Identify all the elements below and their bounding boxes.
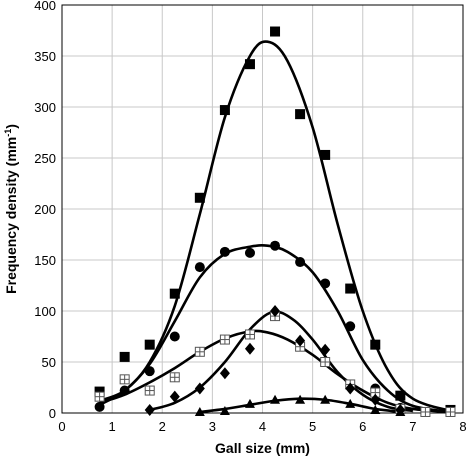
data-point-square-open-cross xyxy=(420,406,431,417)
data-point-square-open-cross xyxy=(94,391,105,402)
data-point-triangle-filled xyxy=(345,398,356,408)
data-point-square-open-cross xyxy=(445,406,456,417)
x-tick-label: 1 xyxy=(109,419,116,434)
data-point-circle-filled xyxy=(270,240,281,251)
data-point-triangle-filled xyxy=(395,406,406,416)
y-tick-label: 100 xyxy=(34,304,56,319)
data-point-circle-filled xyxy=(295,257,306,268)
data-point-diamond-filled xyxy=(244,342,255,355)
data-points xyxy=(94,26,456,417)
fitted-curves xyxy=(98,40,451,414)
data-point-square-filled xyxy=(194,192,205,203)
data-point-square-filled xyxy=(94,386,105,397)
y-axis-label-close: ) xyxy=(3,124,19,129)
data-point-diamond-filled xyxy=(320,343,331,356)
data-point-circle-filled xyxy=(194,262,205,273)
data-point-triangle-filled xyxy=(370,404,381,414)
data-point-triangle-filled xyxy=(270,394,281,404)
gridlines xyxy=(61,4,464,414)
data-point-square-filled xyxy=(370,339,381,350)
x-axis-label: Gall size (mm) xyxy=(215,440,310,456)
y-axis-label-sup: -1 xyxy=(3,129,13,137)
data-point-circle-filled xyxy=(320,278,331,289)
data-point-square-filled xyxy=(345,283,356,294)
data-point-triangle-filled xyxy=(244,398,255,408)
data-point-circle-filled xyxy=(119,385,130,396)
data-point-square-open-cross xyxy=(320,357,331,367)
x-tick-label: 7 xyxy=(409,419,416,434)
data-point-square-filled xyxy=(119,351,130,362)
x-tick-label: 4 xyxy=(259,419,266,434)
data-point-square-filled xyxy=(244,59,255,70)
x-tick-label: 2 xyxy=(159,419,166,434)
data-point-diamond-filled xyxy=(144,403,155,416)
y-tick-label: 300 xyxy=(34,100,56,115)
data-point-square-filled xyxy=(395,390,406,401)
data-point-triangle-filled xyxy=(320,394,331,404)
fit-curve-1 xyxy=(99,40,451,413)
y-tick-label: 400 xyxy=(34,0,56,13)
data-point-circle-filled xyxy=(244,247,255,258)
x-tick-label: 8 xyxy=(459,419,466,434)
x-tick-label: 6 xyxy=(359,419,366,434)
data-point-circle-filled xyxy=(219,246,230,257)
data-point-circle-filled xyxy=(169,331,180,342)
data-point-square-open-cross xyxy=(144,385,155,396)
data-point-diamond-filled xyxy=(219,367,230,380)
data-point-circle-filled xyxy=(94,401,105,412)
x-tick-label: 5 xyxy=(309,419,316,434)
data-point-square-filled xyxy=(219,105,230,116)
y-tick-label: 0 xyxy=(49,406,56,421)
plot-frame xyxy=(61,4,464,414)
y-tick-label: 350 xyxy=(34,49,56,64)
data-point-square-open-cross xyxy=(194,346,205,357)
y-tick-label: 50 xyxy=(42,355,56,370)
data-point-square-filled xyxy=(320,149,331,160)
y-axis-label: Frequency density (mm-1) xyxy=(3,124,19,294)
data-point-square-filled xyxy=(295,109,306,120)
data-point-triangle-filled xyxy=(194,406,205,416)
data-point-diamond-filled xyxy=(295,334,306,347)
x-tick-label: 3 xyxy=(209,419,216,434)
y-axis-label-main: Frequency density (mm xyxy=(3,137,19,294)
data-point-square-filled xyxy=(144,339,155,350)
data-point-square-open-cross xyxy=(244,329,255,340)
data-point-square-filled xyxy=(270,26,281,37)
data-point-circle-filled xyxy=(144,366,155,377)
data-point-diamond-filled xyxy=(169,390,180,403)
ticks: 0 1 2 3 4 5 6 7 8 0 50 100 150 200 250 300 350 400 xyxy=(34,0,466,434)
data-point-diamond-filled xyxy=(270,305,281,317)
data-point-diamond-filled xyxy=(370,393,381,406)
fit-curve-3 xyxy=(99,329,451,414)
y-tick-label: 200 xyxy=(34,202,56,217)
x-tick-label: 0 xyxy=(58,419,65,434)
data-point-triangle-filled xyxy=(295,394,306,404)
y-tick-label: 250 xyxy=(34,151,56,166)
data-point-square-open-cross xyxy=(119,374,130,385)
data-point-diamond-filled xyxy=(194,382,205,395)
data-point-square-open-cross xyxy=(169,372,180,383)
data-point-diamond-filled xyxy=(345,382,356,395)
data-point-triangle-filled xyxy=(219,405,230,415)
y-tick-label: 150 xyxy=(34,253,56,268)
data-point-circle-filled xyxy=(345,321,356,332)
data-point-square-filled xyxy=(169,288,180,299)
fit-curve-2 xyxy=(98,244,451,414)
data-point-square-open-cross xyxy=(219,334,230,345)
